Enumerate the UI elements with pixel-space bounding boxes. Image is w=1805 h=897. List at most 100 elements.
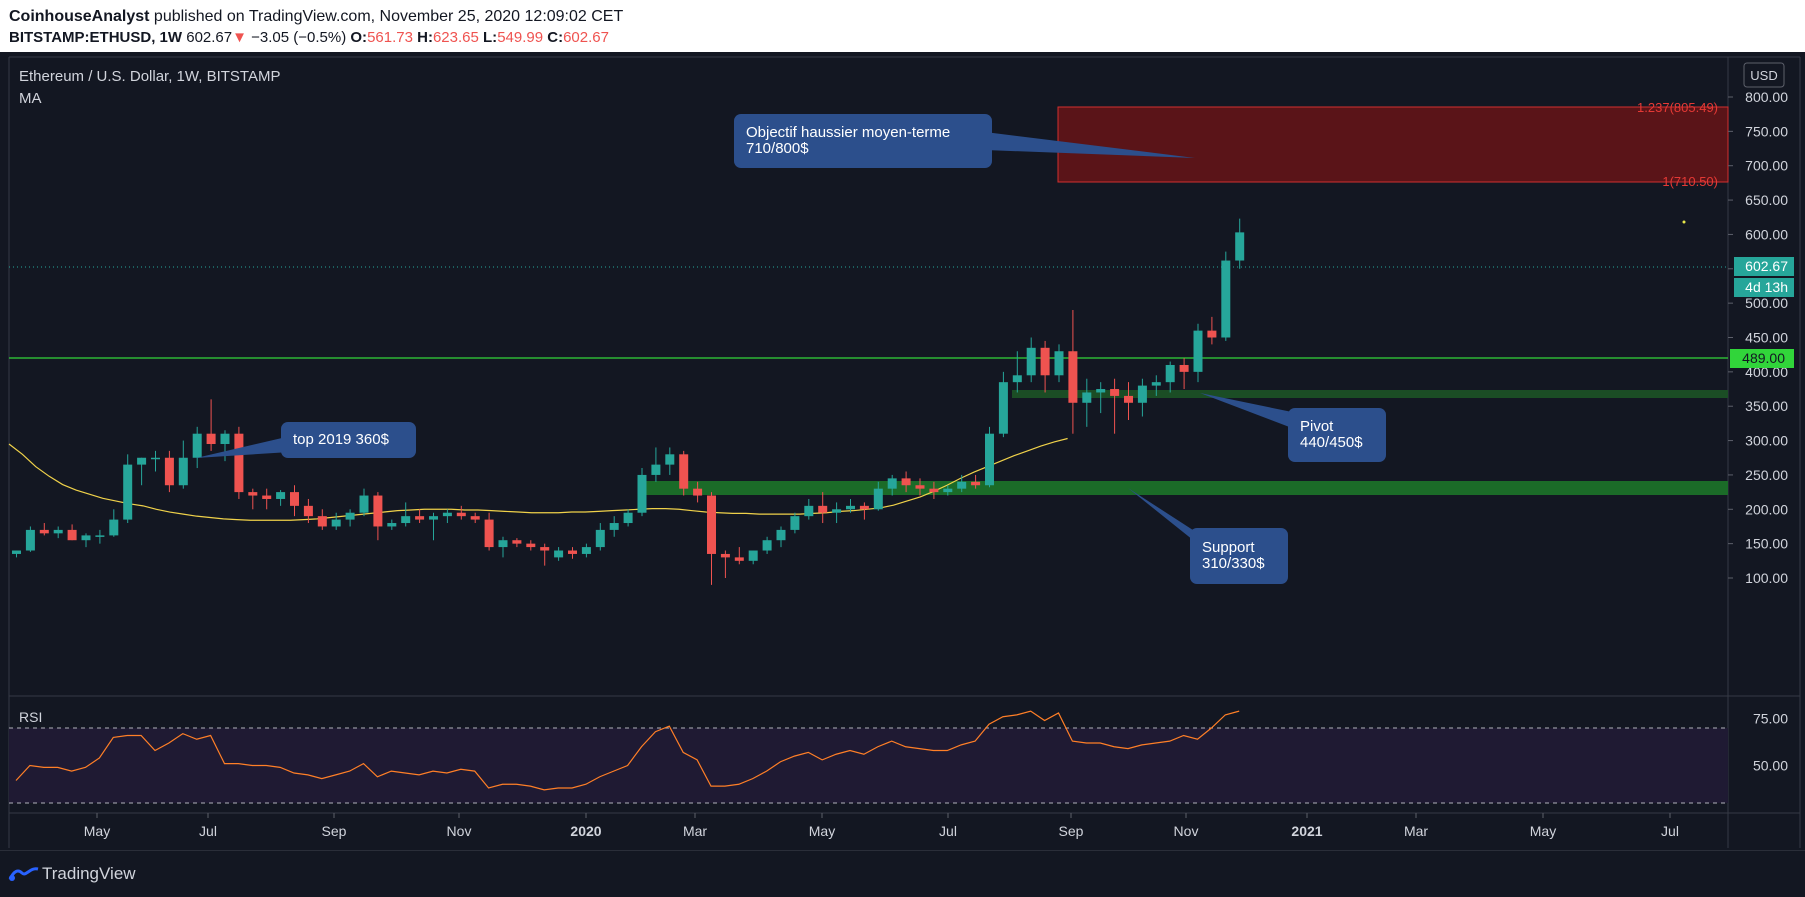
rsi-line	[15, 710, 1240, 791]
y-tick-label: 200.00	[1745, 501, 1788, 517]
y-tick-label: 450.00	[1745, 330, 1788, 346]
candle	[1151, 375, 1161, 396]
x-tick-label: Nov	[1174, 823, 1199, 839]
callout-target-text: Objectif haussier moyen-terme 710/800$	[746, 124, 950, 157]
candle	[12, 550, 21, 558]
candle	[540, 543, 550, 566]
candle	[901, 471, 911, 493]
callout-top-2019[interactable]: top 2019 360$	[196, 422, 416, 458]
tradingview-brand[interactable]: TradingView	[42, 864, 136, 883]
candle	[373, 492, 383, 541]
candle	[276, 490, 286, 506]
candle	[164, 450, 174, 493]
publish-info: published on TradingView.com, November 2…	[149, 8, 624, 25]
y-tick-label: 700.00	[1745, 158, 1788, 174]
candle	[387, 519, 397, 530]
candle	[943, 485, 953, 496]
candle	[1179, 358, 1189, 390]
candle	[859, 502, 869, 520]
rsi-tick-label: 50.00	[1753, 758, 1788, 774]
candle	[637, 468, 647, 517]
author-name[interactable]: CoinhouseAnalyst	[9, 8, 150, 25]
candle	[345, 509, 355, 527]
candle	[262, 488, 272, 510]
candle	[929, 481, 939, 499]
ohlc-line: BITSTAMP:ETHUSD, 1W 602.67 ▼ −3.05 (−0.5%…	[9, 29, 609, 46]
close-label: C:	[547, 29, 564, 46]
candle	[81, 533, 91, 548]
callout-target[interactable]: Objectif haussier moyen-terme 710/800$	[734, 114, 1195, 168]
candle	[762, 536, 772, 554]
candle	[498, 536, 508, 558]
candle	[832, 502, 842, 524]
candle	[248, 488, 258, 510]
candle	[873, 481, 883, 511]
candle	[1054, 344, 1064, 383]
candle	[595, 523, 605, 551]
target-zone	[1057, 106, 1729, 183]
candle	[581, 543, 591, 558]
candle	[526, 540, 536, 551]
tradingview-logo-icon[interactable]	[8, 863, 40, 883]
currency-label: USD	[1750, 68, 1777, 83]
level-489-text: 489.00	[1742, 350, 1785, 366]
candle	[151, 450, 160, 472]
x-tick-label: Nov	[447, 823, 472, 839]
candle	[317, 509, 327, 530]
current-price-badge: 602.67 4d 13h	[1734, 257, 1794, 297]
candle	[1165, 361, 1175, 393]
candle	[971, 474, 981, 489]
candle	[609, 516, 619, 537]
candle	[39, 523, 49, 536]
currency-button[interactable]: USD	[1743, 62, 1785, 88]
candle	[748, 550, 758, 565]
x-tick-label: 2020	[570, 823, 601, 839]
candle	[303, 498, 313, 524]
candle	[123, 454, 133, 524]
candle	[915, 478, 925, 496]
candle	[429, 512, 438, 541]
symbol-label: BITSTAMP:ETHUSD, 1W	[9, 29, 183, 46]
candle	[470, 512, 480, 524]
callout-pivot-text: Pivot 440/450$	[1300, 418, 1363, 451]
candle	[178, 440, 188, 489]
candle	[554, 547, 564, 561]
candle	[804, 498, 814, 520]
rsi-tick-label: 75.00	[1753, 711, 1788, 727]
candle	[1082, 378, 1092, 427]
candle	[846, 498, 855, 513]
chart-title: Ethereum / U.S. Dollar, 1W, BITSTAMP	[19, 68, 280, 85]
x-tick-label: May	[84, 823, 110, 839]
x-tick-label: May	[1530, 823, 1556, 839]
price-change: −3.05 (−0.5%)	[251, 29, 347, 46]
candle	[401, 502, 411, 527]
x-tick-label: Jul	[1661, 823, 1679, 839]
candle	[693, 481, 703, 503]
price-chart[interactable]: 1.237(805.49) 1(710.50) Objectif haussie…	[0, 52, 1805, 850]
y-tick-label: 500.00	[1745, 295, 1788, 311]
rsi-label: RSI	[19, 709, 42, 725]
candle	[415, 509, 425, 524]
current-price-text: 602.67	[1745, 258, 1788, 274]
candle	[720, 550, 730, 578]
candle	[25, 526, 35, 552]
y-tick-label: 100.00	[1745, 570, 1788, 586]
open-value: 561.73	[367, 29, 413, 46]
candle	[1040, 340, 1050, 393]
fib-label-bottom: 1(710.50)	[1662, 174, 1718, 189]
callout-pivot[interactable]: Pivot 440/450$	[1200, 393, 1386, 462]
pivot-zone	[1012, 390, 1728, 398]
support-zone	[640, 481, 1728, 495]
publish-line: CoinhouseAnalyst published on TradingVie…	[9, 8, 623, 26]
close-value: 602.67	[563, 29, 609, 46]
callout-support[interactable]: Support 310/330$	[1128, 488, 1288, 584]
candle	[1026, 337, 1036, 383]
candle	[206, 399, 216, 451]
level-489-badge: 489.00	[1730, 349, 1794, 368]
candle	[456, 505, 466, 520]
x-tick-label: Sep	[1059, 823, 1084, 839]
down-arrow-icon: ▼	[232, 29, 247, 46]
fib-label-top: 1.237(805.49)	[1637, 100, 1718, 115]
candle	[818, 492, 828, 524]
candle	[957, 474, 967, 493]
